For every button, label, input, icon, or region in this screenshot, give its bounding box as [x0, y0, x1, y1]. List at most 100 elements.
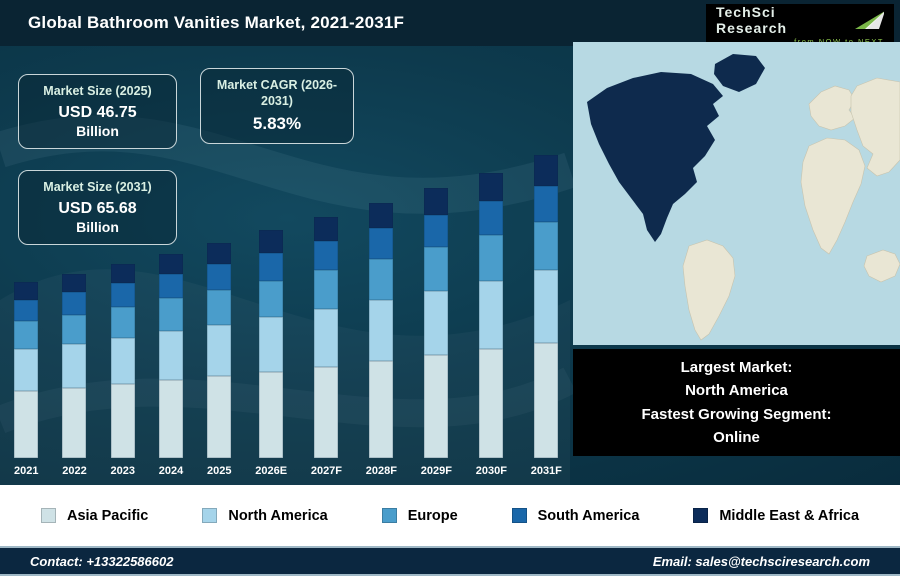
bar-segment-asia-pacific — [314, 366, 339, 458]
logo-arrow-icon — [854, 10, 884, 29]
bar-segment-asia-pacific — [62, 388, 87, 458]
market-size-2031-value: USD 65.68 — [58, 199, 137, 217]
legend-label: Middle East & Africa — [719, 507, 860, 524]
bar-segment-south-america — [207, 264, 232, 291]
legend-item-south-america: South America — [511, 507, 640, 524]
bar-segment-europe — [424, 247, 449, 291]
legend-swatch-middle-east-africa — [693, 508, 709, 523]
world-map-svg — [573, 42, 900, 345]
bar-stack — [424, 188, 449, 458]
bar-segment-south-america — [62, 292, 87, 315]
x-axis-label: 2027F — [310, 465, 343, 477]
legend-item-asia-pacific: Asia Pacific — [40, 507, 149, 524]
bar-2022: 2022 — [62, 274, 87, 477]
bar-2031f: 2031F — [531, 155, 562, 477]
bar-segment-north-america — [62, 343, 87, 389]
legend: Asia Pacific North America Europe South Ame… — [0, 508, 900, 524]
bar-segment-middle-east-africa — [207, 242, 232, 265]
market-highlights-box: Largest Market: North America Fastest Gr… — [573, 349, 900, 456]
footer: Contact: +13322586602 Email: sales@techs… — [0, 546, 900, 576]
bar-segment-north-america — [534, 270, 559, 343]
bar-2021: 2021 — [14, 282, 38, 477]
bar-2025: 2025 — [207, 242, 232, 477]
bar-stack — [534, 155, 559, 458]
x-axis-label: 2029F — [420, 465, 452, 477]
bar-stack — [14, 282, 39, 458]
bar-segment-asia-pacific — [259, 371, 284, 458]
legend-strip: Asia Pacific North America Europe South Ame… — [0, 485, 900, 546]
bar-stack — [479, 172, 504, 458]
x-axis-label: 2030F — [475, 465, 507, 477]
market-size-2031-title: Market Size (2031) — [43, 180, 152, 194]
bar-segment-north-america — [424, 290, 449, 356]
bar-segment-europe — [62, 314, 87, 344]
legend-swatch-north-america — [202, 508, 218, 523]
bar-segment-north-america — [110, 337, 135, 385]
map-asia — [850, 77, 900, 177]
bar-segment-asia-pacific — [158, 380, 183, 458]
techsci-logo: TechSci Research from NOW to NEXT — [706, 4, 894, 46]
caption-line: Online — [713, 428, 760, 446]
logo-tagline: from NOW to NEXT — [794, 36, 884, 46]
map-south-america — [682, 239, 736, 341]
bar-segment-europe — [259, 280, 284, 317]
bars-container: 2021 2022 2023 2024 2025 2026E 2027F 2028F 2029F… — [10, 125, 566, 477]
bar-segment-europe — [314, 269, 339, 309]
bar-segment-south-america — [479, 201, 504, 236]
stacked-bar-chart: 2021 2022 2023 2024 2025 2026E 2027F 2028F 2029F… — [10, 125, 566, 477]
map-africa — [800, 137, 866, 255]
bar-stack — [62, 274, 87, 458]
x-axis-label: 2024 — [158, 465, 184, 477]
bar-segment-europe — [14, 320, 39, 350]
logo-text: TechSci Research — [716, 3, 788, 36]
bar-segment-south-america — [158, 274, 183, 299]
caption-line: North America — [685, 382, 788, 400]
bar-segment-north-america — [369, 299, 394, 361]
bar-segment-europe — [158, 298, 183, 332]
market-size-2025-title: Market Size (2025) — [43, 84, 152, 98]
bar-segment-asia-pacific — [207, 376, 232, 458]
bar-segment-south-america — [14, 299, 39, 321]
caption-line: Largest Market: — [680, 359, 793, 376]
legend-label: Asia Pacific — [66, 507, 149, 524]
bar-segment-middle-east-africa — [314, 217, 339, 241]
bar-segment-middle-east-africa — [534, 155, 559, 186]
page-title: Global Bathroom Vanities Market, 2021-20… — [28, 13, 405, 32]
bar-segment-south-america — [314, 240, 339, 270]
footer-contact: Contact: +13322586602 — [30, 553, 174, 569]
chart-background: Global Bathroom Vanities Market, 2021-20… — [0, 0, 900, 485]
footer-email: Email: sales@techsciresearch.com — [652, 553, 870, 569]
market-size-2025-unit: Billion — [76, 122, 119, 139]
bar-segment-middle-east-africa — [424, 188, 449, 216]
bar-2030f: 2030F — [475, 172, 507, 477]
bar-segment-north-america — [259, 316, 284, 372]
bar-segment-south-america — [369, 228, 394, 259]
bar-segment-asia-pacific — [110, 384, 135, 458]
bar-segment-middle-east-africa — [14, 282, 39, 300]
x-axis-label: 2026E — [255, 465, 288, 477]
legend-swatch-europe — [381, 508, 397, 523]
x-axis-label: 2023 — [110, 465, 135, 477]
x-axis-label: 2031F — [530, 465, 562, 477]
caption-line: Fastest Growing Segment: — [641, 405, 832, 423]
bar-stack — [207, 242, 232, 458]
bar-stack — [158, 253, 183, 458]
x-axis-label: 2028F — [365, 465, 397, 477]
bar-segment-europe — [207, 290, 232, 325]
logo-main: TechSci Research — [716, 4, 884, 36]
bar-stack — [259, 230, 284, 458]
market-cagr-value: 5.83% — [252, 114, 302, 134]
bar-segment-asia-pacific — [14, 391, 39, 458]
bar-2026e: 2026E — [255, 230, 287, 477]
legend-label: South America — [537, 507, 640, 524]
map-australia — [863, 249, 900, 283]
bar-2023: 2023 — [110, 263, 135, 477]
bar-2029f: 2029F — [421, 188, 452, 477]
market-cagr-title: Market CAGR (2026-2031) — [216, 78, 338, 108]
bar-segment-asia-pacific — [424, 355, 449, 458]
bar-segment-asia-pacific — [479, 349, 504, 458]
bar-segment-middle-east-africa — [62, 274, 87, 293]
world-map — [573, 42, 900, 345]
bar-segment-north-america — [314, 308, 339, 367]
x-axis-label: 2022 — [62, 465, 87, 477]
